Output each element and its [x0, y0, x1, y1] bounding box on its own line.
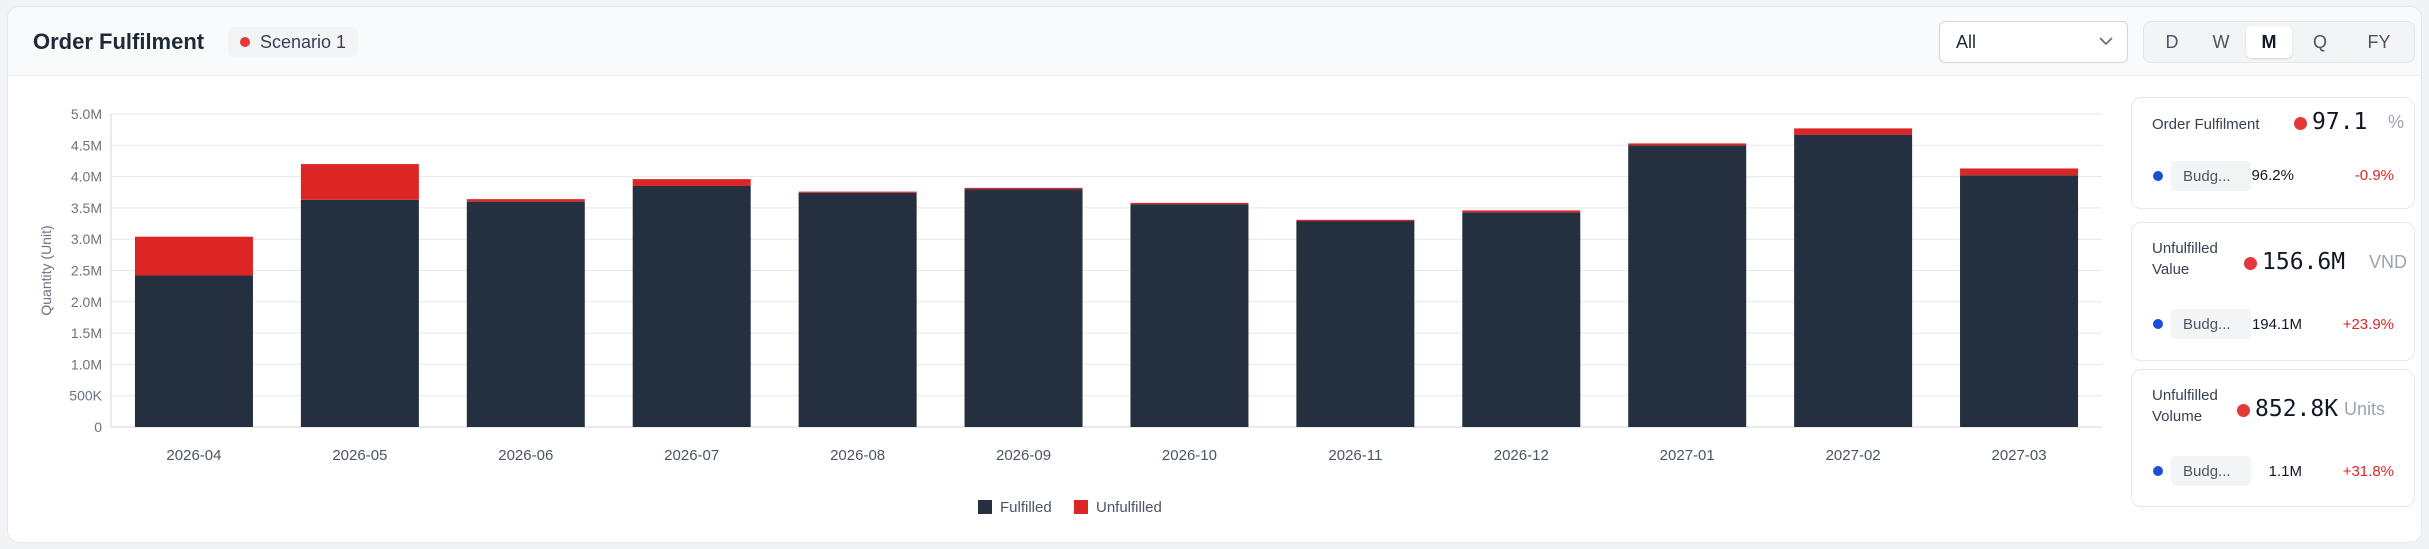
budget-chip[interactable]: Budg... [2171, 161, 2251, 191]
bar-unfulfilled-2026-09 [964, 187, 1083, 190]
kpi-label: Unfulfilled Value [2152, 240, 2218, 278]
x-tick-label: 2026-04 [166, 447, 221, 464]
x-tick-label: 2026-05 [332, 447, 387, 464]
bar-unfulfilled-2027-01 [1628, 143, 1747, 146]
kpi-unit: Units [2344, 399, 2386, 419]
bar-unfulfilled-2026-12 [1462, 210, 1581, 213]
kpi-value: 97.1 [2312, 109, 2368, 135]
budget-delta: +31.8% [2342, 463, 2394, 480]
x-tick-label: 2026-09 [996, 447, 1051, 464]
y-tick-label: 1.5M [71, 325, 102, 341]
scenario-badge[interactable]: Scenario 1 [228, 27, 359, 57]
x-tick-label: 2027-01 [1660, 447, 1715, 464]
kpi-card-unfulfilled-value: Unfulfilled Value 156.6M VND Budg... 194… [2131, 222, 2415, 361]
x-tick-label: 2026-07 [664, 447, 719, 464]
bar-fulfilled-2027-03 [1960, 175, 2079, 427]
kpi-value: 852.8K [2255, 396, 2339, 422]
kpi-unit: VND [2369, 252, 2408, 272]
bar-unfulfilled-2026-04 [134, 236, 253, 276]
period-button-q[interactable]: Q [2312, 31, 2327, 52]
bar-unfulfilled-2026-11 [1296, 219, 1415, 222]
budget-dot-icon [2153, 171, 2163, 181]
bar-fulfilled-2026-09 [964, 189, 1083, 427]
x-tick-label: 2026-08 [830, 447, 885, 464]
filter-select[interactable]: All [1939, 21, 2128, 63]
kpi-value: 156.6M [2262, 249, 2346, 275]
card-title: Order Fulfilment [33, 29, 205, 54]
x-tick-label: 2026-06 [498, 447, 553, 464]
scenario-dot-icon [240, 37, 250, 47]
bar-fulfilled-2026-10 [1130, 204, 1249, 427]
y-tick-label: 2.5M [71, 263, 102, 279]
period-button-d[interactable]: D [2165, 31, 2179, 52]
bar-unfulfilled-2026-08 [798, 191, 917, 193]
kpi-label: Order Fulfilment [2152, 116, 2260, 133]
bar-unfulfilled-2026-06 [466, 199, 585, 202]
x-tick-label: 2027-02 [1826, 447, 1881, 464]
stacked-bar-chart: 0 500K 1.0M 1.5M 2.0M 2.5M 3.0M 3.5M 4.0M 4.5M 5.0… [38, 106, 2102, 516]
x-tick-label: 2026-12 [1494, 447, 1549, 464]
bar-fulfilled-2026-05 [300, 199, 419, 427]
status-dot-icon [2244, 257, 2257, 270]
budget-dot-icon [2153, 466, 2163, 476]
budget-chip[interactable]: Budg... [2171, 456, 2251, 486]
legend-swatch-fulfilled [978, 500, 992, 514]
y-tick-label: 2.0M [71, 294, 102, 310]
budget-value: 96.2% [2251, 167, 2294, 184]
kpi-card-order-fulfilment: Order Fulfilment 97.1 % Budg... 96.2% -0… [2131, 97, 2415, 209]
x-tick-label: 2027-03 [1992, 447, 2047, 464]
filter-select-value: All [1956, 31, 1977, 52]
period-button-fy[interactable]: FY [2367, 31, 2391, 52]
bar-fulfilled-2026-12 [1462, 212, 1581, 427]
period-button-w[interactable]: W [2212, 31, 2230, 52]
period-toggle: D W M Q FY [2143, 21, 2415, 63]
y-tick-label: 4.0M [71, 169, 102, 185]
period-button-m[interactable]: M [2246, 26, 2292, 58]
x-tick-label: 2026-11 [1328, 447, 1382, 464]
y-tick-label: 5.0M [71, 106, 102, 122]
kpi-unit: % [2388, 112, 2405, 132]
budget-delta: -0.9% [2354, 167, 2394, 184]
legend-label-unfulfilled: Unfulfilled [1096, 499, 1162, 516]
x-tick-label: 2026-10 [1162, 447, 1217, 464]
budget-value: 194.1M [2251, 316, 2302, 333]
card-header: Order Fulfilment Scenario 1 All D W M Q … [8, 7, 2421, 76]
bar-fulfilled-2027-02 [1794, 134, 1913, 427]
y-tick-label: 1.0M [71, 356, 102, 372]
legend-label-fulfilled: Fulfilled [1000, 499, 1052, 516]
bar-unfulfilled-2027-03 [1960, 168, 2079, 176]
legend-swatch-unfulfilled [1074, 500, 1088, 514]
y-tick-label: 500K [69, 388, 102, 404]
scenario-label: Scenario 1 [260, 31, 347, 52]
order-fulfilment-card: Order Fulfilment Scenario 1 All D W M Q … [7, 6, 2422, 543]
bar-unfulfilled-2026-10 [1130, 202, 1249, 205]
y-axis-title: Quantity (Unit) [38, 225, 54, 315]
status-dot-icon [2237, 404, 2250, 417]
chevron-down-icon [2099, 37, 2113, 46]
bar-fulfilled-2026-06 [466, 201, 585, 427]
bar-unfulfilled-2026-07 [632, 179, 751, 186]
bar-fulfilled-2026-08 [798, 192, 917, 427]
bar-unfulfilled-2027-02 [1794, 128, 1913, 135]
bar-unfulfilled-2026-05 [300, 164, 419, 200]
bar-fulfilled-2026-11 [1296, 221, 1415, 427]
kpi-card-unfulfilled-volume: Unfulfilled Volume 852.8K Units Budg... … [2131, 369, 2415, 507]
y-tick-label: 0 [94, 419, 102, 435]
budget-value: 1.1M [2268, 463, 2302, 480]
y-tick-label: 4.5M [71, 137, 102, 153]
bar-fulfilled-2027-01 [1628, 145, 1747, 428]
bar-fulfilled-2026-04 [134, 275, 253, 427]
budget-chip[interactable]: Budg... [2171, 309, 2251, 339]
budget-dot-icon [2153, 319, 2163, 329]
kpi-label: Unfulfilled Volume [2152, 387, 2218, 425]
bar-fulfilled-2026-07 [632, 185, 751, 427]
status-dot-icon [2294, 117, 2307, 130]
y-tick-label: 3.0M [71, 231, 102, 247]
budget-delta: +23.9% [2342, 316, 2394, 333]
y-tick-label: 3.5M [71, 200, 102, 216]
